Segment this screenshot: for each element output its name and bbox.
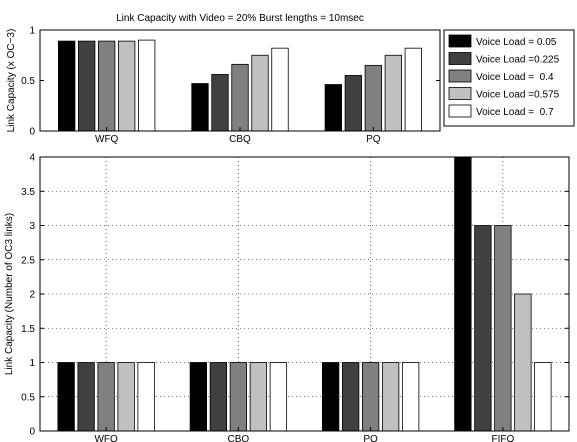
top-bar [251,54,269,132]
legend-label: Voice Load = 0.05 [476,37,557,48]
bottom-bar [229,362,248,432]
legend-label: Voice Load =0.575 [476,90,560,101]
bottom-bar [534,362,552,432]
bottom-bar [474,225,492,432]
bottom-bar [137,362,155,432]
top-bar [138,39,156,132]
bottom-bar [361,362,380,432]
legend-label: Voice Load =0.225 [476,55,560,66]
bottom-ytick-label: 0 [29,427,35,438]
top-ytick-label: 0.5 [21,76,35,87]
chart-legend: Voice Load = 0.05 Voice Load =0.225 Voice … [443,29,575,127]
bottom-ytick-label: 4 [29,153,35,164]
bottom-xtick-label: CBQ [228,434,250,442]
bottom-ylabel: Link Capacity (Number of OC3 links) [4,213,15,375]
bottom-ytick-label: 0.5 [21,392,35,403]
bottom-bar [341,362,360,432]
top-xtick-label: CBQ [229,134,251,145]
top-bar-chart: 0 0.5 1 WFQ CBQ PQ Link Capacity with Video = … [6,13,441,145]
top-bar [344,75,362,132]
legend-label: Voice Load = 0.7 [476,107,554,118]
bottom-ytick-label: 3 [29,221,35,232]
top-ytick-label: 0 [29,127,35,138]
legend-swatch [448,52,472,65]
bottom-bar [321,362,340,432]
top-bar [211,74,229,132]
bottom-bar [454,156,472,432]
top-bar [191,83,209,132]
top-bar [271,47,289,132]
bottom-bar [494,225,512,432]
legend-swatch [448,69,472,83]
legend-swatch [448,104,472,118]
bottom-bar [209,362,228,432]
bottom-bar [401,362,420,432]
bottom-bar [514,293,532,432]
bottom-bar [97,362,115,432]
top-xtick-label: PQ [366,134,381,145]
bottom-xtick-label: PQ [363,434,378,442]
bottom-ytick-label: 3.5 [21,187,35,198]
legend-swatch [448,34,472,48]
top-ylabel: Link Capacity (x OC−3) [6,29,17,133]
top-bar [98,40,116,132]
bottom-xtick-label: WFQ [94,434,118,442]
bottom-bar-chart: 0 0.5 1 1.5 2 2.5 3 3.5 4 WFQ CBQ PQ FIFO Link Capaci… [4,153,570,442]
bottom-ytick-label: 1 [29,358,35,369]
top-bar [231,63,249,132]
legend-swatch [448,87,472,100]
top-bar [404,47,422,132]
bottom-bar [189,362,208,432]
bottom-bar [381,362,400,432]
bottom-bar [77,362,95,432]
top-ytick-label: 1 [29,26,35,37]
top-bar [324,84,342,132]
top-chart-title: Link Capacity with Video = 20% Burst len… [116,13,364,24]
bottom-ytick-label: 2.5 [21,255,35,266]
top-bar [118,40,136,132]
bottom-ytick-label: 1.5 [21,324,35,335]
top-bar [78,40,96,132]
bottom-bar [269,362,288,432]
top-xtick-label: WFQ [95,134,119,145]
bottom-xtick-label: FIFO [491,434,514,442]
bottom-bar [57,362,75,432]
bottom-bar [117,362,135,432]
top-bar [58,40,76,132]
legend-label: Voice Load = 0.4 [476,72,554,83]
top-bar [384,54,402,132]
bottom-bar [249,362,268,432]
bottom-ytick-label: 2 [29,290,35,301]
top-bar [364,64,382,132]
